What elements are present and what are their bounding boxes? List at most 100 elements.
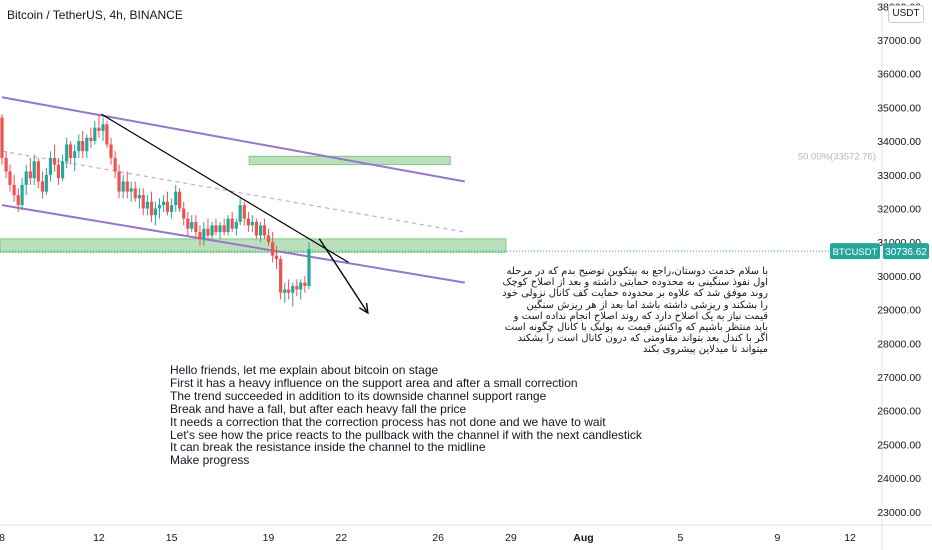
candle-5 [16, 188, 20, 212]
candle-body [44, 174, 48, 192]
candle-body [303, 282, 307, 287]
candle-12 [44, 168, 48, 196]
candle-body [279, 259, 283, 293]
price-tick-label: 25000.00 [877, 439, 921, 451]
candle-62 [246, 211, 251, 233]
candle-71 [283, 282, 287, 303]
candle-body [56, 164, 61, 179]
candle-body [145, 201, 149, 209]
channel-lower-line [1, 204, 465, 284]
candle-45 [178, 188, 182, 212]
time-axis[interactable]: 8 12 15 19 22 26 29 Aug 5 9 12 [0, 532, 856, 544]
candle-body [129, 188, 133, 192]
candle-75 [299, 279, 303, 300]
price-tick-label: 36000.00 [877, 69, 921, 81]
price-tick-label: 35000.00 [877, 102, 921, 114]
candle-body [202, 228, 206, 239]
trendline-line [101, 113, 349, 263]
candle-76 [303, 275, 307, 293]
candle-body [8, 171, 12, 185]
candle-42 [165, 191, 170, 216]
symbol-tag-label: BTCUSDT [833, 247, 878, 258]
candle-body [149, 201, 154, 216]
candle-51 [202, 221, 206, 246]
candle-28 [109, 137, 113, 165]
candle-48 [190, 215, 194, 233]
candle-body [32, 161, 36, 179]
candle-body [262, 225, 267, 236]
zone-1 [0, 238, 507, 253]
candle-body [287, 289, 291, 293]
channel-upper-line [1, 96, 465, 183]
candle-body [68, 144, 73, 158]
candle-body [230, 218, 234, 229]
candle-9 [32, 154, 36, 185]
candle-34 [133, 181, 137, 202]
candle-44 [174, 184, 178, 212]
midline-line [1, 150, 465, 233]
candle-72 [287, 279, 291, 300]
candle-24 [93, 120, 97, 145]
price-tick-label: 23000.00 [877, 507, 921, 519]
candle-30 [117, 164, 121, 199]
candle-body [16, 195, 20, 206]
candle-body [12, 184, 16, 196]
candle-50 [198, 225, 202, 246]
candle-body [295, 286, 299, 290]
price-tick-label: 27000.00 [877, 372, 921, 384]
candle-53 [210, 221, 214, 239]
candle-body [77, 141, 81, 152]
candle-body [105, 124, 109, 145]
candle-52 [206, 218, 210, 239]
candle-body [101, 124, 105, 131]
price-tick-label: 34000.00 [877, 136, 921, 148]
candle-body [222, 225, 226, 233]
candle-body [52, 157, 57, 165]
candle-63 [250, 215, 254, 233]
candle-body [0, 117, 4, 158]
candle-47 [186, 211, 190, 236]
candle-27 [105, 120, 109, 148]
candle-body [65, 144, 69, 162]
candle-39 [153, 201, 157, 226]
candle-25 [97, 114, 101, 138]
candle-66 [262, 218, 267, 239]
candle-56 [222, 218, 226, 236]
candle-body [190, 221, 194, 229]
candle-body [291, 286, 295, 293]
candle-body [121, 181, 125, 192]
candle-23 [89, 127, 93, 148]
candle-73 [291, 282, 295, 307]
currency-button[interactable]: USDT [888, 5, 924, 23]
candle-77 [307, 242, 311, 290]
time-tick-label: 9 [774, 532, 780, 544]
candle-58 [230, 211, 234, 233]
candle-40 [157, 198, 162, 219]
support-zones [0, 155, 507, 253]
time-tick-label: 19 [263, 532, 275, 544]
candle-18 [68, 141, 73, 165]
price-tick-label: 29000.00 [877, 305, 921, 317]
price-axis[interactable]: 23000.00 24000.00 25000.00 26000.00 27000.00… [830, 1, 929, 519]
candle-21 [81, 130, 85, 158]
candle-body [113, 157, 117, 172]
candle-19 [73, 144, 77, 172]
candle-29 [113, 151, 117, 179]
candlesticks [0, 114, 311, 307]
candle-35 [137, 188, 141, 209]
candle-body [157, 205, 162, 209]
drawn-trendlines [0, 96, 882, 284]
candle-body [48, 157, 53, 175]
price-tick-label: 37000.00 [877, 35, 921, 47]
candle-15 [56, 157, 61, 185]
candle-59 [234, 218, 238, 236]
candle-4 [12, 174, 16, 202]
candle-13 [48, 151, 53, 182]
chart-overlays: 50.00%(33572.76) [318, 151, 876, 315]
candle-body [109, 144, 113, 158]
candle-55 [218, 221, 222, 239]
symbol-title[interactable]: Bitcoin / TetherUS, 4h, BINANCE [7, 8, 183, 22]
candle-2 [4, 151, 8, 179]
candle-body [141, 195, 145, 209]
